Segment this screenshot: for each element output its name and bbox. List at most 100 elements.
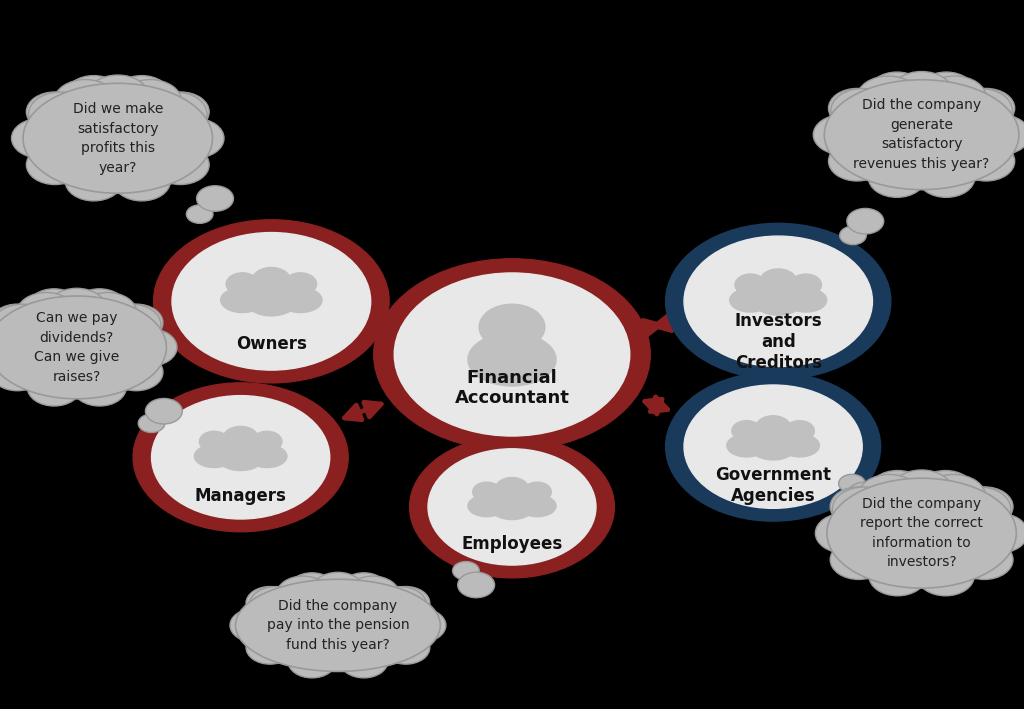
Circle shape [840,226,866,245]
Circle shape [230,609,278,642]
Text: Managers: Managers [195,487,287,505]
Ellipse shape [195,445,234,467]
Circle shape [86,75,150,119]
Circle shape [138,414,165,432]
Circle shape [858,474,922,518]
Ellipse shape [24,83,213,193]
Circle shape [523,482,551,502]
Circle shape [0,329,30,366]
Text: Investors
and
Creditors: Investors and Creditors [734,312,822,372]
Circle shape [223,426,258,451]
Circle shape [735,274,766,296]
Circle shape [453,562,479,580]
Ellipse shape [785,289,826,312]
Circle shape [66,162,122,201]
Circle shape [458,572,495,598]
Circle shape [830,89,894,133]
Circle shape [857,76,921,120]
Ellipse shape [236,579,440,671]
Circle shape [830,487,888,527]
Circle shape [732,420,762,441]
Circle shape [16,293,76,334]
Circle shape [145,398,182,424]
Circle shape [246,631,294,664]
Circle shape [114,162,170,201]
Circle shape [78,293,137,334]
Circle shape [923,76,986,120]
Circle shape [890,470,953,514]
Circle shape [847,208,884,234]
Ellipse shape [827,479,1016,588]
Circle shape [922,474,985,518]
Circle shape [246,586,294,620]
Ellipse shape [750,431,797,460]
Circle shape [0,304,44,341]
Circle shape [27,145,84,184]
Circle shape [152,396,330,519]
Ellipse shape [727,434,767,457]
Circle shape [186,205,213,223]
Circle shape [684,385,862,508]
Circle shape [27,92,84,132]
Circle shape [11,118,69,158]
Circle shape [955,540,1013,579]
Circle shape [340,573,388,606]
Circle shape [152,92,209,132]
Circle shape [29,92,92,136]
Circle shape [200,431,229,452]
Circle shape [479,304,545,350]
Circle shape [784,420,814,441]
Ellipse shape [824,79,1019,189]
Ellipse shape [246,284,297,316]
Text: Can we pay
dividends?
Can we give
raises?: Can we pay dividends? Can we give raises… [34,311,120,384]
Ellipse shape [518,495,556,517]
Circle shape [947,487,1011,531]
Ellipse shape [754,285,803,316]
Text: Did the company
pay into the pension
fund this year?: Did the company pay into the pension fun… [266,599,410,652]
Ellipse shape [0,296,166,398]
Text: Did we make
satisfactory
profits this
year?: Did we make satisfactory profits this ye… [73,102,163,174]
Circle shape [918,72,975,111]
Circle shape [869,471,926,510]
Circle shape [828,141,886,181]
Circle shape [428,449,596,565]
Circle shape [868,158,926,197]
Circle shape [791,274,821,296]
Circle shape [143,92,207,136]
Circle shape [847,482,884,508]
Circle shape [374,586,427,623]
Circle shape [118,79,181,123]
Text: Employees: Employees [462,535,562,553]
Circle shape [133,383,348,532]
Circle shape [756,415,791,440]
Circle shape [830,540,888,579]
Circle shape [382,586,430,620]
Circle shape [382,631,430,664]
Circle shape [869,557,926,596]
Text: Did the company
generate
satisfactory
revenues this year?: Did the company generate satisfactory re… [853,99,990,171]
Circle shape [154,220,389,383]
Circle shape [957,89,1015,128]
Circle shape [276,576,330,613]
Circle shape [955,487,1013,527]
Ellipse shape [468,333,556,386]
Circle shape [949,89,1013,133]
Ellipse shape [217,442,264,471]
Circle shape [684,236,872,367]
Circle shape [252,267,291,294]
Circle shape [28,289,81,326]
Ellipse shape [279,288,323,313]
Circle shape [918,158,975,197]
Circle shape [868,72,926,111]
Ellipse shape [220,288,264,313]
Circle shape [473,482,501,502]
Circle shape [828,89,886,128]
Ellipse shape [779,434,819,457]
Text: Owners: Owners [236,335,307,352]
Circle shape [167,118,224,158]
Ellipse shape [489,492,535,520]
Circle shape [110,304,163,341]
Text: Government
Agencies: Government Agencies [715,466,831,505]
Circle shape [971,513,1024,553]
Text: Did the company
report the correct
information to
investors?: Did the company report the correct infor… [860,497,983,569]
